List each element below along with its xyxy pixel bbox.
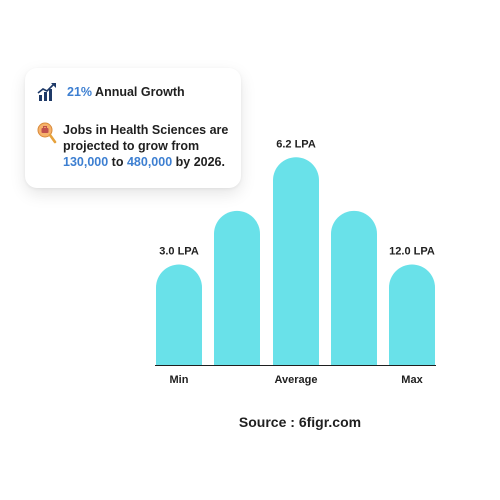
magnifier-briefcase-icon <box>37 122 57 144</box>
bar-4 <box>331 210 377 365</box>
bar-5 <box>389 264 435 365</box>
growth-label: Annual Growth <box>95 85 185 99</box>
bar-2 <box>214 210 260 365</box>
growth-pct: 21% <box>67 85 93 99</box>
growth-text: 21% Annual Growth <box>67 85 185 99</box>
category-label-1: Min <box>170 374 189 386</box>
data-label-3: 6.2 LPA <box>276 138 316 150</box>
jobs-to-word: to <box>111 155 124 169</box>
bar-1 <box>156 264 202 365</box>
jobs-from: 130,000 <box>63 155 109 169</box>
growth-row: 21% Annual Growth <box>37 82 185 102</box>
jobs-lead: Jobs in Health Sciences are projected to… <box>63 123 229 153</box>
bar-chart-growth-icon <box>37 82 57 102</box>
data-label-1: 3.0 LPA <box>159 246 199 258</box>
bar-3 <box>273 157 319 365</box>
jobs-to: 480,000 <box>126 155 173 169</box>
jobs-tail: by 2026. <box>175 155 225 169</box>
data-label-5: 12.0 LPA <box>389 246 435 258</box>
category-label-5: Max <box>401 374 423 386</box>
jobs-row: Jobs in Health Sciences are projected to… <box>37 122 233 170</box>
info-card: 21% Annual Growth Jobs in Health Science… <box>25 68 241 188</box>
source-caption: Source : 6figr.com <box>238 414 362 430</box>
category-label-3: Average <box>274 374 317 386</box>
jobs-description: Jobs in Health Sciences are projected to… <box>63 122 233 170</box>
